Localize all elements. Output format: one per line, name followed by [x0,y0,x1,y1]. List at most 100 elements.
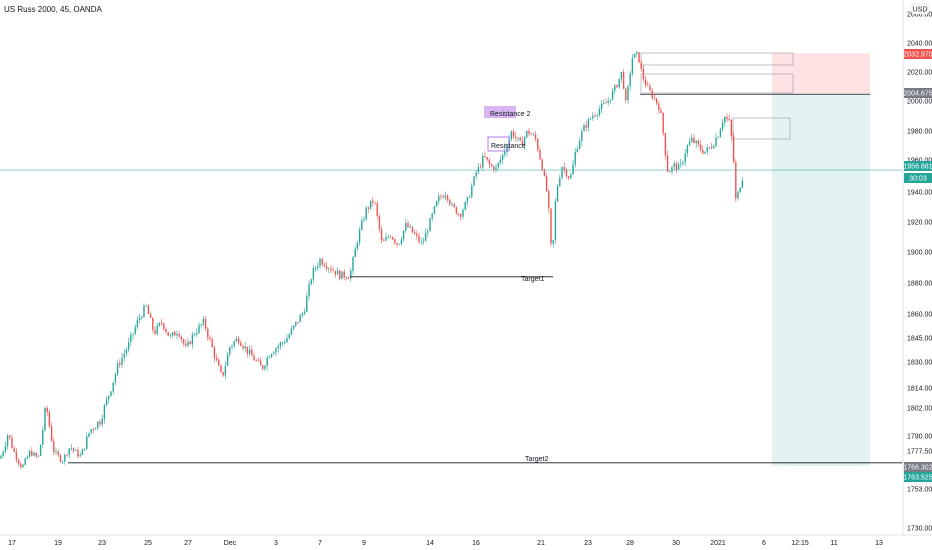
candle-body [20,463,22,468]
candle-body [132,333,134,335]
candle-body [486,157,488,160]
candle-body [572,164,574,175]
candle-body [310,279,312,285]
candle-body [257,360,260,362]
candle-body [88,432,90,437]
candle-body [455,207,458,214]
candle-body [336,270,339,275]
candle-body [165,328,167,332]
candle-body [387,236,389,238]
candle-body [418,235,420,242]
candle-body [598,109,601,115]
supply-zone-box[interactable] [732,117,791,140]
position-zones[interactable] [640,53,870,466]
candle-body [79,454,81,457]
candle-body [482,156,484,168]
candle-body [669,171,671,173]
candle-body [655,98,658,104]
price-marker [904,173,932,183]
candle-body [510,131,513,140]
price-tick-label: 1860.000 [907,312,932,319]
candle-body [59,455,62,462]
supply-zone-box[interactable] [640,52,794,66]
candle-body [290,328,293,335]
candle-body [127,342,130,350]
candle-body [493,166,495,170]
currency-label: USD [913,7,928,14]
price-marker-label: 2032.970 [903,51,932,58]
candle-body [565,169,568,177]
candle-body [715,137,717,147]
candle-body [640,62,642,69]
candle-body [372,200,374,203]
candle-body [44,407,46,431]
drawing-lines[interactable] [0,169,903,464]
candle-body [451,203,453,205]
candle-body [704,151,706,154]
candle-body [160,322,163,324]
candle-body [286,338,288,343]
candle-body [325,266,328,269]
price-tick-label: 2040.000 [907,41,932,48]
annotation-label[interactable]: Target2 [525,456,548,463]
candle-body [427,231,429,233]
candle-body [688,141,691,146]
price-tick-label: 1802.000 [907,406,932,413]
candle-body [519,137,521,141]
candle-body [383,240,385,242]
price-tick-label: 2020.000 [907,70,932,77]
candle-body [616,85,618,88]
drawing-boxes[interactable] [640,52,794,140]
time-tick-label: 14 [426,540,434,547]
candle-body [664,133,667,156]
resistance-box[interactable] [487,136,510,152]
candle-body [24,458,26,465]
candle-body [411,226,414,233]
annotation-label[interactable]: Target1 [521,276,544,283]
candle-body [464,201,466,210]
time-tick-label: Dec [224,540,237,547]
candle-body [730,120,733,137]
resistance2-box[interactable] [484,106,516,118]
annotations-layer[interactable]: Resistance 2 Resistance Target1 Target2 [484,106,548,463]
candle-body [37,455,40,457]
supply-zone-box[interactable] [640,73,794,94]
candle-body [246,346,249,354]
candle-body [541,159,543,171]
candle-body [303,311,306,314]
candle-body [158,322,161,326]
candle-body [108,395,110,400]
candle-body [475,172,477,177]
candle-body [517,137,519,139]
candle-body [119,363,121,365]
annotation-label[interactable]: Resistance [491,143,526,150]
time-axis[interactable]: 17 19 23 25 27 Dec 3 7 9 14 16 21 23 28 30 2021 6 12:15 11… [8,540,883,547]
candle-body [583,125,585,132]
price-tick-label: 1900.000 [907,250,932,257]
candle-body [429,218,431,232]
candle-body [275,348,277,353]
candle-body [57,451,59,456]
price-tick-label: 1880.000 [907,281,932,288]
price-marker [904,462,932,472]
candle-body [123,353,125,358]
candle-body [405,222,407,231]
candle-body [627,86,629,101]
candle-body [61,461,64,463]
candle-body [409,226,411,228]
candle-body [83,448,86,450]
candle-body [466,197,469,202]
price-tick-label: 1777.500 [907,449,932,456]
candle-body [218,359,220,366]
time-tick-label: 17 [8,540,16,547]
candle-body [710,147,713,149]
candle-body [308,284,310,297]
annotation-label[interactable]: Resistance 2 [490,111,531,118]
currency-badge[interactable] [911,3,929,15]
take-profit-zone[interactable] [772,94,870,466]
symbol-title: US Russ 2000, 45, OANDA [4,5,102,14]
candle-body [422,241,425,243]
candle-body [53,441,55,453]
price-tick-label: 1730.000 [907,526,932,533]
